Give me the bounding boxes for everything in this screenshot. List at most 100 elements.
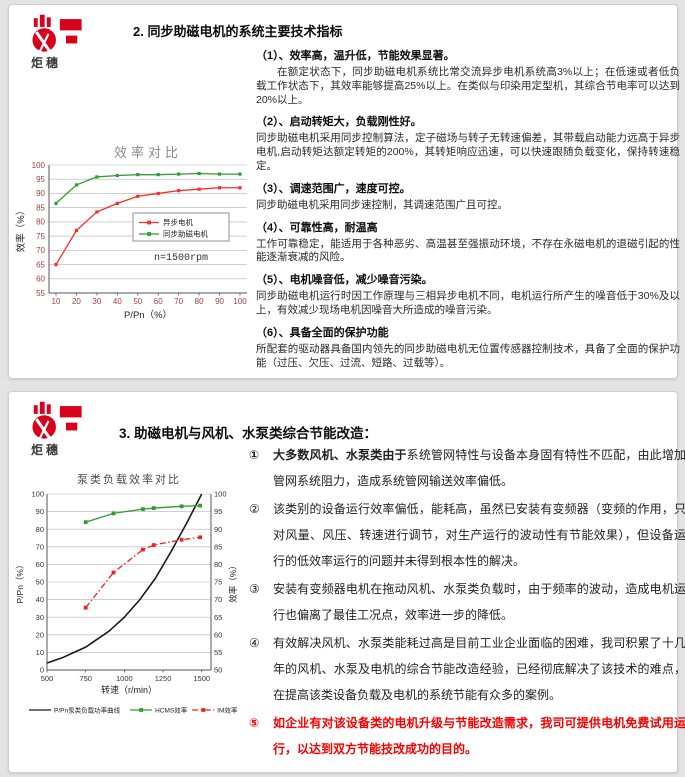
svg-text:90: 90 bbox=[36, 189, 45, 198]
svg-text:60: 60 bbox=[36, 275, 45, 284]
spec-heading: （3）、调速范围广，速度可控。 bbox=[256, 182, 411, 195]
svg-text:同步助磁电机: 同步助磁电机 bbox=[163, 229, 208, 239]
svg-text:40: 40 bbox=[113, 297, 122, 306]
svg-text:70: 70 bbox=[174, 297, 183, 306]
svg-text:70: 70 bbox=[36, 542, 44, 551]
svg-text:85: 85 bbox=[214, 542, 222, 551]
efficiency-chart-svg: 55 60 65 70 75 80 85 90 95 100 10 20 30 40 50 60 70 80 90 1… bbox=[15, 145, 247, 321]
svg-text:500: 500 bbox=[41, 674, 54, 683]
note-list: ① 大多数风机、水泵类由于系统管网特性与设备本身固有特性不匹配，由此增加管网系统阻… bbox=[249, 442, 685, 764]
spec-body: 所配套的驱动器具备国内领先的同步助磁电机无位置传感器控制技术，具备了全面的保护功… bbox=[256, 342, 680, 369]
svg-text:1250: 1250 bbox=[155, 674, 172, 683]
note-text: 系统管网特性与设备本身固有特性不匹配，由此增加管网系统阻力，造成系统管网输送效率… bbox=[273, 448, 685, 488]
svg-text:泵类负载效率对比: 泵类负载效率对比 bbox=[77, 472, 181, 486]
note-item-5-highlight: ⑤ 如企业有对该设备类的电机升级与节能改造需求，我司可提供电机免费试用运行，以达到… bbox=[249, 710, 685, 762]
svg-text:95: 95 bbox=[214, 507, 222, 516]
pump-chart-svg: 0 10 20 30 40 50 60 70 80 90 100 50 55 60 65 70 75 80 85 90… bbox=[15, 472, 238, 714]
company-logo: 炬穗 bbox=[31, 400, 101, 458]
note-marker: ④ bbox=[249, 636, 260, 650]
note-text: 该类别的设备运行效率偏低，能耗高，虽然已安装有变频器（变频的作用，只对风量、风压… bbox=[273, 502, 685, 568]
spec-body: 同步助磁电机采用同步控制算法，定子磁场与转子无转速偏差，其带载启动能力远高于异步… bbox=[256, 132, 680, 172]
svg-text:转速（r/min）: 转速（r/min） bbox=[101, 684, 157, 695]
svg-text:10: 10 bbox=[52, 297, 61, 306]
note-item-3: ③ 安装有变频器电机在拖动风机、水泵类负载时，由于频率的波动，造成电机运行也偏离了… bbox=[249, 576, 685, 628]
note-text: 如企业有对该设备类的电机升级与节能改造需求，我司可提供电机免费试用运行，以达到双… bbox=[273, 716, 685, 756]
note-marker: ① bbox=[249, 448, 260, 462]
svg-text:1500: 1500 bbox=[193, 674, 210, 683]
svg-text:IM效率: IM效率 bbox=[217, 705, 238, 714]
svg-text:100: 100 bbox=[214, 490, 227, 499]
logo-text: 炬穗 bbox=[31, 56, 62, 70]
note-item-4: ④ 有效解决风机、水泵类能耗过高是目前工业企业面临的困难，我司积累了十几年的风机、… bbox=[249, 630, 685, 708]
svg-text:30: 30 bbox=[36, 613, 44, 622]
svg-text:60: 60 bbox=[36, 560, 44, 569]
efficiency-comparison-chart: 55 60 65 70 75 80 85 90 95 100 10 20 30 40 50 60 70 80 90 1… bbox=[15, 143, 257, 325]
svg-text:20: 20 bbox=[72, 297, 81, 306]
spec-body: 在额定状态下，同步助磁电机系统比常交流异步电机系统高3%以上；在低速或者低负载工… bbox=[256, 66, 680, 106]
spec-body: 同步助磁电机采用同步速控制，其调速范围广且可控。 bbox=[256, 198, 508, 211]
spec-heading: （1）、效率高，温升低，节能效果显著。 bbox=[256, 50, 455, 62]
spec-heading: （4）、可靠性高，耐温高 bbox=[256, 221, 378, 234]
spec-list: （1）、效率高，温升低，节能效果显著。 在额定状态下，同步助磁电机系统比常交流异… bbox=[256, 41, 680, 370]
svg-text:80: 80 bbox=[195, 297, 204, 306]
logo-text: 炬穗 bbox=[31, 443, 62, 457]
svg-text:80: 80 bbox=[36, 525, 44, 534]
svg-text:90: 90 bbox=[215, 297, 224, 306]
spec-body: 同步助磁电机运行时因工作原理与三相异步电机不同，电机运行所产生的噪音低于30%及… bbox=[256, 290, 680, 316]
svg-text:效率（%）: 效率（%） bbox=[228, 561, 238, 603]
svg-text:75: 75 bbox=[36, 232, 45, 241]
note-marker: ⑤ bbox=[249, 716, 260, 730]
spec-item-4: （4）、可靠性高，耐温高 工作可靠稳定，能适用于各种恶劣、高温甚至强振动环境，不… bbox=[256, 219, 680, 266]
spec-item-2: （2）、启动转矩大，负载刚性好。 同步助磁电机采用同步控制算法，定子磁场与转子无… bbox=[256, 113, 680, 173]
svg-text:20: 20 bbox=[36, 630, 44, 639]
svg-text:P/Pn（%）: P/Pn（%） bbox=[124, 309, 172, 321]
note-text: 安装有变频器电机在拖动风机、水泵类负载时，由于频率的波动，造成电机运行也偏离了最… bbox=[273, 582, 685, 622]
note-lead: 大多数风机、水泵类由于 bbox=[273, 448, 407, 462]
company-logo: 炬穗 bbox=[31, 13, 101, 71]
svg-text:100: 100 bbox=[233, 297, 247, 306]
svg-text:75: 75 bbox=[214, 578, 222, 587]
spec-item-5: （5）、电机噪音低，减少噪音污染。 同步助磁电机运行时因工作原理与三相异步电机不… bbox=[256, 271, 680, 318]
svg-text:50: 50 bbox=[214, 666, 222, 675]
svg-text:异步电机: 异步电机 bbox=[163, 217, 193, 227]
panel-tech-specs: 炬穗 2. 同步助磁电机的系统主要技术指标 55 60 65 70 75 80 85 90 95… bbox=[8, 4, 680, 379]
note-item-2: ② 该类别的设备运行效率偏低，能耗高，虽然已安装有变频器（变频的作用，只对风量、风… bbox=[249, 496, 685, 574]
svg-text:85: 85 bbox=[36, 203, 45, 212]
svg-text:效率（%）: 效率（%） bbox=[15, 206, 27, 252]
svg-text:P/Pn泵类负载功率曲线: P/Pn泵类负载功率曲线 bbox=[54, 705, 121, 714]
spec-heading: （2）、启动转矩大，负载刚性好。 bbox=[256, 116, 422, 129]
logo-flame-icon bbox=[32, 401, 82, 440]
svg-text:50: 50 bbox=[133, 297, 142, 306]
logo-flame-icon bbox=[32, 14, 82, 53]
svg-text:P/Pn（%）: P/Pn（%） bbox=[15, 561, 25, 604]
svg-text:55: 55 bbox=[214, 648, 222, 657]
svg-text:0: 0 bbox=[40, 666, 44, 675]
spec-item-1: （1）、效率高，温升低，节能效果显著。 在额定状态下，同步助磁电机系统比常交流异… bbox=[256, 47, 680, 107]
svg-text:10: 10 bbox=[36, 648, 44, 657]
svg-text:750: 750 bbox=[79, 674, 92, 683]
svg-text:80: 80 bbox=[36, 218, 45, 227]
spec-heading: （5）、电机噪音低，减少噪音污染。 bbox=[256, 274, 433, 287]
svg-text:65: 65 bbox=[36, 260, 45, 269]
spec-item-6: （6）、具备全面的保护功能 所配套的驱动器具备国内领先的同步助磁电机无位置传感器… bbox=[256, 324, 680, 371]
svg-text:70: 70 bbox=[36, 246, 45, 255]
svg-text:95: 95 bbox=[36, 175, 45, 184]
svg-text:65: 65 bbox=[214, 613, 222, 622]
note-marker: ② bbox=[249, 502, 260, 516]
svg-text:60: 60 bbox=[154, 297, 163, 306]
svg-text:n=1500rpm: n=1500rpm bbox=[154, 253, 208, 264]
svg-text:70: 70 bbox=[214, 595, 222, 604]
svg-text:90: 90 bbox=[214, 525, 222, 534]
svg-text:效率对比: 效率对比 bbox=[114, 145, 182, 160]
svg-text:55: 55 bbox=[36, 289, 45, 298]
svg-text:100: 100 bbox=[32, 161, 46, 170]
svg-text:100: 100 bbox=[31, 490, 44, 499]
svg-text:90: 90 bbox=[36, 507, 44, 516]
note-item-1: ① 大多数风机、水泵类由于系统管网特性与设备本身固有特性不匹配，由此增加管网系统阻… bbox=[249, 442, 685, 494]
spec-body: 工作可靠稳定，能适用于各种恶劣、高温甚至强振动环境，不存在永磁电机的退磁引起的性… bbox=[256, 237, 680, 264]
svg-text:30: 30 bbox=[92, 297, 101, 306]
svg-text:80: 80 bbox=[214, 560, 222, 569]
svg-text:40: 40 bbox=[36, 595, 44, 604]
page-title-tech-specs: 2. 同步助磁电机的系统主要技术指标 bbox=[133, 24, 343, 39]
svg-text:50: 50 bbox=[36, 578, 44, 587]
